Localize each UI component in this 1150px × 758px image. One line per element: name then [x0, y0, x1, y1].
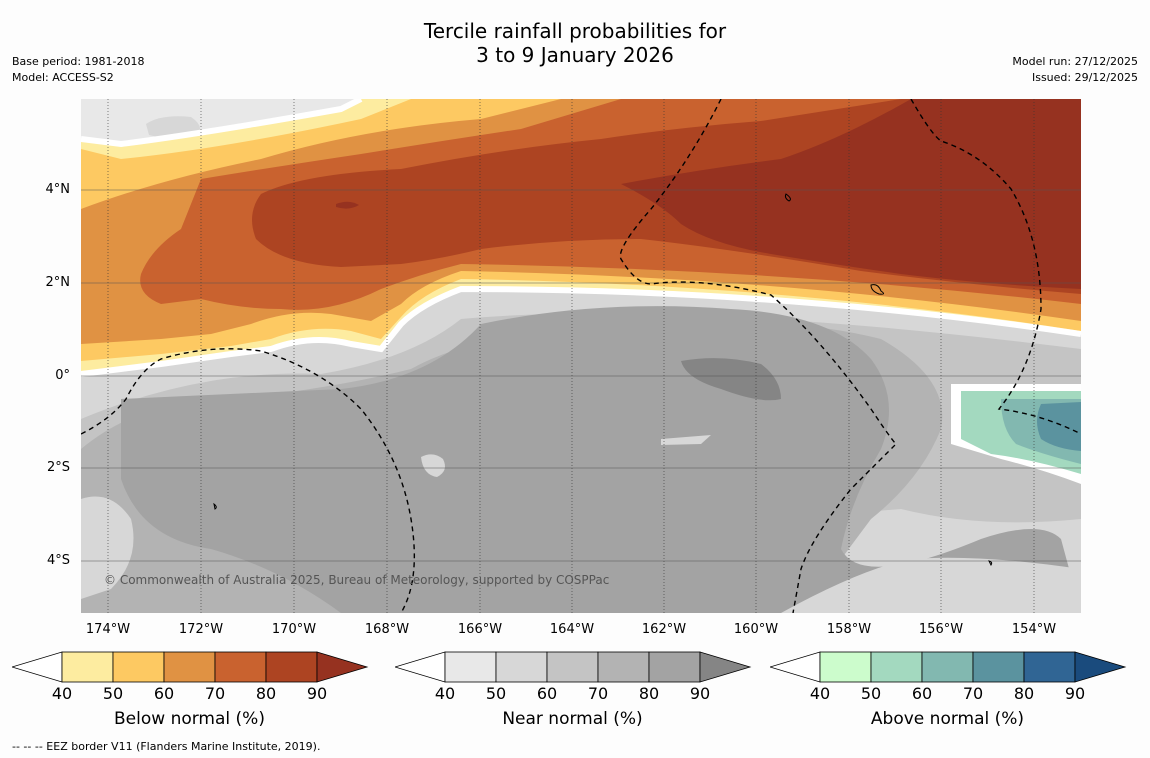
- near-normal-swatch-80: [648, 651, 701, 683]
- above-normal-lower-extend: [770, 651, 821, 683]
- near-normal-lower-extend: [395, 651, 446, 683]
- below-normal-tick-50: 50: [102, 684, 124, 703]
- lon-label-154w: 154°W: [1011, 622, 1057, 637]
- below-normal-swatch-50: [112, 651, 165, 683]
- region-near-normal-80: [121, 306, 1081, 613]
- title-line-1: Tercile rainfall probabilities for: [423, 19, 727, 43]
- below-normal-tick-60: 60: [153, 684, 175, 703]
- meta-right: Model run: 27/12/2025 Issued: 29/12/2025: [1012, 54, 1138, 86]
- above-normal-tick-70: 70: [962, 684, 984, 703]
- above-normal-upper-extend: [1074, 651, 1127, 683]
- below-normal-tick-70: 70: [204, 684, 226, 703]
- below-normal-tick-80: 80: [255, 684, 277, 703]
- lon-label-162w: 162°W: [641, 622, 687, 637]
- above-normal-swatch-70: [972, 651, 1025, 683]
- tercile-boundary: [81, 285, 1081, 377]
- lon-label-160w: 160°W: [733, 622, 779, 637]
- model-name: Model: ACCESS-S2: [12, 71, 114, 84]
- near-normal-upper-extend: [699, 651, 752, 683]
- region-near-normal-50-island: [421, 454, 445, 477]
- above-normal-swatch-40: [819, 651, 872, 683]
- near-normal-tick-90: 90: [689, 684, 711, 703]
- eez-borders: [81, 99, 1081, 613]
- below-normal-upper-extend: [316, 651, 369, 683]
- near-normal-tick-60: 60: [536, 684, 558, 703]
- above-normal-swatch-80: [1023, 651, 1076, 683]
- near-normal-swatch-50: [495, 651, 548, 683]
- above-normal-tick-60: 60: [911, 684, 933, 703]
- probability-map: © Commonwealth of Australia 2025, Bureau…: [81, 99, 1081, 613]
- near-normal-colorbar: [395, 651, 752, 683]
- lat-label-eq: 0°: [55, 368, 70, 383]
- model-run: Model run: 27/12/2025: [1012, 55, 1138, 68]
- lon-label-170w: 170°W: [271, 622, 317, 637]
- title-line-2: 3 to 9 January 2026: [476, 43, 674, 67]
- lat-label-2n: 2°N: [45, 275, 71, 290]
- lon-label-168w: 168°W: [364, 622, 410, 637]
- region-above-70: [1037, 402, 1081, 451]
- above-normal-swatch-50: [870, 651, 923, 683]
- above-normal-tick-40: 40: [809, 684, 831, 703]
- eez-legend-footer: -- -- -- EEZ border V11 (Flanders Marine…: [12, 740, 321, 753]
- meta-left: Base period: 1981-2018 Model: ACCESS-S2: [12, 54, 144, 86]
- near-normal-label: Near normal (%): [502, 709, 643, 729]
- below-normal-swatch-60: [163, 651, 216, 683]
- lat-label-4s: 4°S: [46, 553, 70, 568]
- lat-label-2s: 2°S: [46, 460, 70, 475]
- below-normal-lower-extend: [12, 651, 63, 683]
- near-normal-swatch-40: [444, 651, 497, 683]
- region-below-90: [621, 99, 1081, 289]
- map-copyright: © Commonwealth of Australia 2025, Bureau…: [104, 573, 609, 587]
- lon-label-158w: 158°W: [826, 622, 872, 637]
- issued-date: Issued: 29/12/2025: [1031, 71, 1138, 84]
- near-normal-tick-80: 80: [638, 684, 660, 703]
- above-normal-tick-50: 50: [860, 684, 882, 703]
- above-normal-label: Above normal (%): [870, 709, 1025, 729]
- below-normal-colorbar: [12, 651, 369, 683]
- near-normal-tick-50: 50: [485, 684, 507, 703]
- above-normal-colorbar: [770, 651, 1127, 683]
- above-normal-swatch-60: [921, 651, 974, 683]
- below-normal-tick-40: 40: [51, 684, 73, 703]
- region-near-normal-40-strip: [661, 435, 711, 445]
- near-normal-swatch-70: [597, 651, 650, 683]
- near-normal-tick-70: 70: [587, 684, 609, 703]
- below-normal-label: Below normal (%): [114, 709, 265, 729]
- latitude-lines: [81, 189, 1081, 562]
- below-normal-swatch-80: [265, 651, 318, 683]
- near-normal-swatch-60: [546, 651, 599, 683]
- below-normal-tick-90: 90: [306, 684, 328, 703]
- region-near-normal-90: [681, 358, 781, 401]
- chart-title: Tercile rainfall probabilities for 3 to …: [0, 19, 1150, 67]
- lon-label-156w: 156°W: [918, 622, 964, 637]
- near-normal-tick-40: 40: [434, 684, 456, 703]
- above-normal-tick-90: 90: [1064, 684, 1086, 703]
- tercile-boundary-north: [81, 99, 363, 148]
- lon-label-172w: 172°W: [178, 622, 224, 637]
- below-normal-swatch-40: [61, 651, 114, 683]
- lon-label-174w: 174°W: [85, 622, 131, 637]
- region-below-90-patch: [336, 201, 359, 209]
- lon-label-166w: 166°W: [457, 622, 503, 637]
- region-near-normal-light-patch-e: [781, 557, 1081, 613]
- region-near-normal-light-patch-s: [81, 496, 134, 599]
- lon-label-164w: 164°W: [549, 622, 595, 637]
- base-period: Base period: 1981-2018: [12, 55, 145, 68]
- above-normal-tick-80: 80: [1013, 684, 1035, 703]
- lat-label-4n: 4°N: [45, 182, 71, 197]
- below-normal-swatch-70: [214, 651, 267, 683]
- islands: [213, 193, 993, 566]
